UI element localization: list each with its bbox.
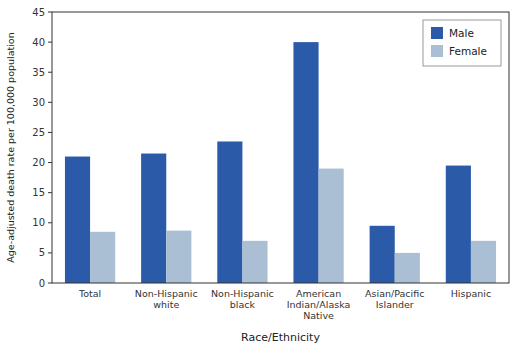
x-tick-label: Non-Hispanicwhite (135, 288, 198, 310)
bar (471, 241, 496, 283)
bars (65, 42, 496, 283)
bar (65, 157, 90, 283)
y-tick-label: 40 (32, 37, 45, 48)
y-tick-label: 30 (32, 97, 45, 108)
chart: 0 5 10 15 20 25 30 35 40 45 Total Non-Hispanicwhite… (0, 0, 521, 349)
legend-label: Male (449, 27, 474, 39)
y-tick-label: 0 (39, 278, 45, 289)
y-tick (48, 192, 52, 193)
bar (141, 154, 166, 283)
bar (166, 231, 191, 283)
y-tick-label: 45 (32, 7, 45, 18)
x-tick-label: Hispanic (451, 288, 491, 299)
bar (370, 226, 395, 283)
y-axis-label: Age-adjusted death rate per 100,000 popu… (5, 32, 16, 262)
legend: Male Female (423, 20, 501, 66)
y-tick (48, 12, 52, 13)
y-tick (48, 222, 52, 223)
x-tick-label: Asian/PacificIslander (365, 288, 424, 310)
y-tick (48, 72, 52, 73)
x-tick-label: AmericanIndian/AlaskaNative (287, 288, 351, 321)
x-axis-label: Race/Ethnicity (241, 331, 320, 344)
bar (319, 169, 344, 283)
y-tick (48, 42, 52, 43)
y-tick-label: 20 (32, 157, 45, 168)
y-tick-label: 5 (39, 247, 45, 258)
y-tick (48, 283, 52, 284)
x-tick-label: Non-Hispanicblack (211, 288, 274, 310)
bar (446, 166, 471, 283)
bar (293, 42, 318, 283)
legend-swatch (431, 27, 443, 39)
x-tick-label: Total (78, 288, 101, 299)
y-tick-label: 15 (32, 187, 45, 198)
bar (395, 253, 420, 283)
plot-frame (52, 12, 509, 283)
y-tick-label: 25 (32, 127, 45, 138)
legend-swatch (431, 45, 443, 57)
legend-label: Female (449, 45, 487, 57)
y-tick (48, 102, 52, 103)
y-tick (48, 162, 52, 163)
y-tick (48, 252, 52, 253)
legend-box (423, 20, 501, 66)
y-tick-label: 35 (32, 67, 45, 78)
bar (242, 241, 267, 283)
bar (90, 232, 115, 283)
y-tick (48, 132, 52, 133)
y-tick-label: 10 (32, 217, 45, 228)
bar (217, 141, 242, 283)
